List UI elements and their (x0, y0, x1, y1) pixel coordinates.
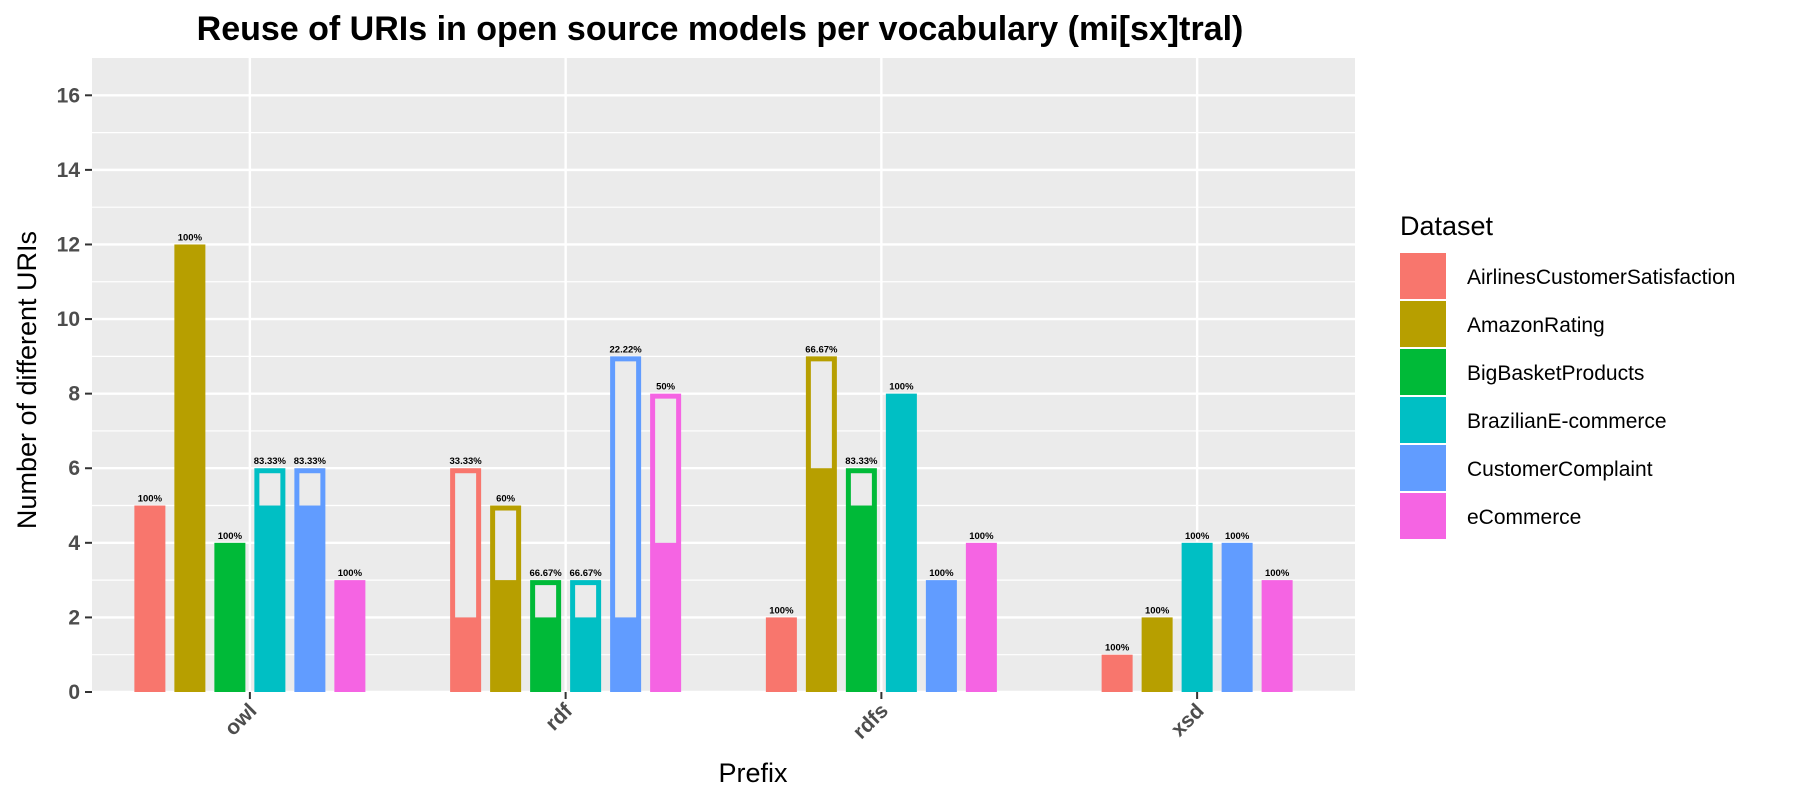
y-tick-label: 0 (68, 681, 80, 704)
data-label: 100% (1145, 605, 1170, 616)
bar (334, 580, 366, 692)
data-label: 100% (929, 568, 954, 579)
data-label: 100% (889, 382, 914, 393)
bar (1101, 654, 1133, 692)
data-label: 50% (656, 382, 676, 393)
y-tick-label: 10 (57, 308, 80, 331)
data-label: 100% (769, 605, 794, 616)
y-tick-label: 14 (57, 159, 81, 182)
data-label: 100% (969, 531, 994, 542)
data-label: 83.33% (845, 456, 878, 467)
bar-unreused-portion (575, 585, 597, 618)
data-label: 100% (138, 494, 163, 505)
bar (134, 505, 166, 692)
bar-unreused-portion (655, 398, 677, 543)
bar-unreused-portion (299, 473, 321, 506)
data-label: 100% (1225, 531, 1250, 542)
bars (134, 244, 1293, 692)
bar (765, 617, 797, 692)
legend-swatch (1400, 445, 1446, 491)
legend-swatch (1400, 301, 1446, 347)
legend-label: CustomerComplaint (1467, 458, 1653, 481)
data-label: 33.33% (450, 456, 483, 467)
bar (214, 542, 246, 692)
data-label: 100% (1185, 531, 1210, 542)
bar (965, 542, 997, 692)
chart-title: Reuse of URIs in open source models per … (197, 10, 1244, 48)
bar-unreused-portion (455, 473, 477, 618)
x-axis: owl rdf rdfs xsd (220, 692, 1209, 744)
data-label: 100% (338, 568, 363, 579)
legend: Dataset AirlinesCustomerSatisfaction Amaz… (1400, 211, 1735, 539)
legend-label: eCommerce (1467, 506, 1581, 529)
y-tick-label: 2 (68, 606, 80, 629)
legend-label: AirlinesCustomerSatisfaction (1467, 266, 1735, 289)
data-label: 100% (1265, 568, 1290, 579)
bar (1181, 542, 1213, 692)
data-label: 83.33% (294, 456, 327, 467)
legend-swatch (1400, 493, 1446, 539)
legend-swatch (1400, 253, 1446, 299)
y-tick-label: 6 (68, 457, 80, 480)
y-tick-label: 12 (57, 233, 80, 256)
bar (1261, 580, 1293, 692)
legend-items: AirlinesCustomerSatisfaction AmazonRating… (1400, 253, 1735, 539)
bar-unreused-portion (259, 473, 281, 506)
x-tick-label: rdf (541, 699, 578, 736)
bar-unreused-portion (495, 510, 517, 581)
data-label: 83.33% (254, 456, 287, 467)
legend-swatch (1400, 349, 1446, 395)
data-label: 66.67% (570, 568, 603, 579)
bar (174, 244, 206, 692)
legend-label: AmazonRating (1467, 314, 1605, 337)
bar-unreused-portion (615, 361, 637, 618)
bar-unreused-portion (810, 361, 832, 469)
bar (885, 393, 917, 692)
y-axis: 0 2 4 6 8 10 12 14 16 (57, 84, 92, 704)
data-label: 60% (496, 494, 516, 505)
legend-title: Dataset (1400, 211, 1494, 241)
y-tick-label: 4 (68, 532, 80, 555)
data-label: 100% (178, 232, 203, 243)
x-tick-label: rdfs (849, 699, 893, 743)
bar (1141, 617, 1173, 692)
legend-label: BigBasketProducts (1467, 362, 1644, 385)
bar-unreused-portion (850, 473, 872, 506)
bar (925, 580, 957, 692)
data-label: 66.67% (530, 568, 563, 579)
data-label: 100% (218, 531, 243, 542)
data-label: 100% (1105, 643, 1130, 654)
data-label: 22.22% (610, 344, 643, 355)
bar (1221, 542, 1253, 692)
data-label: 66.67% (805, 344, 838, 355)
y-tick-label: 8 (68, 383, 80, 406)
x-tick-label: owl (220, 699, 261, 740)
x-axis-title: Prefix (718, 758, 788, 788)
legend-label: BrazilianE-commerce (1467, 410, 1667, 433)
y-axis-title: Number of different URIs (12, 231, 42, 529)
bar-unreused-portion (535, 585, 557, 618)
y-tick-label: 16 (57, 84, 80, 107)
x-tick-label: xsd (1167, 699, 1209, 741)
data-labels: 100% 100% 100% 83.33% 83.33% 100% 33.33% 60% 66.… (138, 232, 1290, 653)
legend-swatch (1400, 397, 1446, 443)
